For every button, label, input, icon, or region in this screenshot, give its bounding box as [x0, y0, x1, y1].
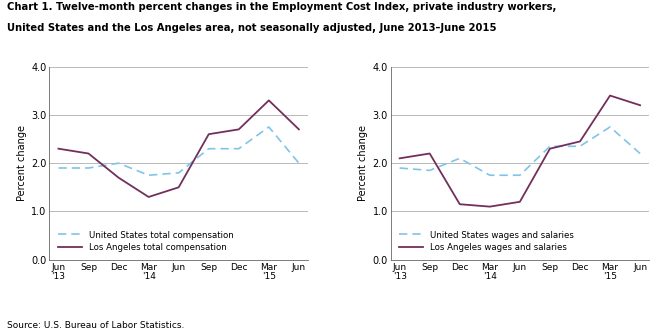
Text: Chart 1. Twelve-month percent changes in the Employment Cost Index, private indu: Chart 1. Twelve-month percent changes in… — [7, 2, 556, 12]
Legend: United States wages and salaries, Los Angeles wages and salaries: United States wages and salaries, Los An… — [397, 229, 576, 253]
Text: United States and the Los Angeles area, not seasonally adjusted, June 2013–June : United States and the Los Angeles area, … — [7, 23, 496, 33]
Y-axis label: Percent change: Percent change — [17, 125, 27, 201]
Legend: United States total compensation, Los Angeles total compensation: United States total compensation, Los An… — [56, 229, 235, 253]
Y-axis label: Percent change: Percent change — [358, 125, 368, 201]
Text: Source: U.S. Bureau of Labor Statistics.: Source: U.S. Bureau of Labor Statistics. — [7, 321, 184, 330]
